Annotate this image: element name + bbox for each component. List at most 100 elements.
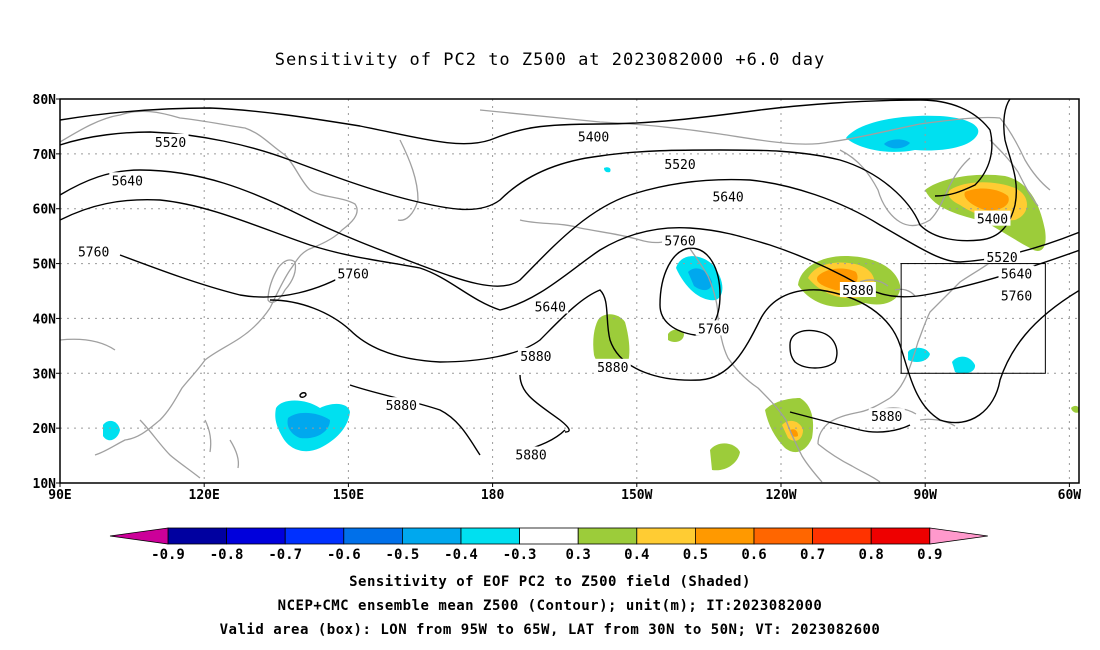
coastline-indochina (60, 338, 201, 479)
contour-label: 5640 (1001, 268, 1032, 283)
contour-5880-tiny (299, 392, 307, 398)
lon-tick-label: 60W (1058, 488, 1082, 503)
contour-5880-southwest (349, 384, 481, 456)
coastline-great-lakes (859, 279, 916, 297)
contour-5880-pacific-trough (519, 374, 570, 433)
colorbar-label: -0.4 (444, 547, 478, 563)
contour-label-bg (335, 265, 372, 281)
colorbar-swatch (636, 527, 696, 545)
contour-label: 5880 (871, 410, 902, 425)
lat-tick-label: 50N (33, 258, 57, 273)
coastline-japan (267, 259, 297, 304)
valid-area-box (900, 263, 1046, 374)
lon-tick-label: 90W (913, 488, 937, 503)
shade-pos-bc-small (668, 329, 684, 342)
coastline-arctic (479, 109, 1001, 145)
contour-label-bg (517, 347, 554, 363)
colorbar-label: -0.9 (151, 547, 185, 563)
contour-label: 5520 (155, 136, 186, 151)
contour-label-bg (839, 282, 876, 297)
caption-valid-area: Valid area (box): LON from 95W to 65W, L… (219, 622, 881, 638)
coastline-central-america (817, 443, 881, 483)
contour-label: 5640 (112, 174, 143, 189)
coastline-labrador (989, 139, 1039, 207)
gridline-layer (60, 99, 1079, 483)
contour-label-bg (75, 243, 112, 259)
contour-5880-gulf-high (789, 329, 838, 369)
contour-label: 5880 (515, 449, 546, 464)
contour-5880 (269, 289, 1079, 424)
contour-label-bg (575, 128, 612, 144)
colorbar-swatch (167, 527, 227, 545)
caption-contour: NCEP+CMC ensemble mean Z500 (Contour); u… (277, 598, 823, 614)
lat-tick-label: 80N (33, 93, 57, 108)
contour-5760-west (119, 254, 351, 298)
contour-label: 5520 (664, 158, 695, 173)
contour-label-bg (662, 232, 699, 248)
contour-label-bg (109, 172, 146, 188)
contour-label: 5640 (712, 191, 743, 206)
colorbar-label: 0.7 (800, 547, 825, 563)
coastline-usa-east (889, 254, 1001, 399)
lon-tick-label: 180 (481, 488, 505, 503)
colorbar-swatch (753, 527, 813, 545)
contour-label: 5640 (535, 300, 566, 315)
contour-label-layer: 5520 5400 5520 5640 5640 5400 5520 5760 5760 5760… (75, 128, 1035, 464)
colorbar-label: -0.8 (210, 547, 244, 563)
coastline-usa-west (717, 317, 823, 483)
colorbar-label: 0.8 (859, 547, 884, 563)
contour-5520 (60, 99, 1018, 242)
colorbar-swatch (343, 527, 403, 545)
lat-tick-label: 40N (33, 312, 57, 327)
colorbar-label: 0.4 (624, 547, 649, 563)
contour-label: 5760 (338, 268, 369, 283)
contour-label: 5880 (520, 350, 551, 365)
contour-label-bg (513, 446, 550, 462)
contour-5400 (60, 99, 993, 197)
coastline-hudson (839, 149, 971, 227)
colorbar-swatch (226, 527, 286, 545)
colorbar-swatch (577, 527, 638, 545)
colorbar-high-arrow (929, 527, 988, 545)
contour-5760 (60, 198, 1079, 311)
plot-frame (59, 98, 1080, 484)
contour-label: 5400 (977, 213, 1008, 228)
colorbar-swatch (401, 527, 462, 545)
contour-label-bg (152, 133, 189, 149)
contour-5640 (60, 169, 1079, 287)
coastline-philippines (204, 419, 240, 469)
lon-tick-label: 120E (189, 488, 220, 503)
colorbar-label: -0.6 (327, 547, 361, 563)
shade-pos-atlantic-tiny (1071, 405, 1079, 413)
shade-neg-wpac-small (103, 420, 120, 441)
colorbar-label: -0.3 (503, 547, 537, 563)
colorbar-label: 0.6 (741, 547, 766, 563)
coastline-greenland (999, 117, 1051, 191)
contour-label-bg (984, 249, 1021, 265)
colorbar: -0.9 -0.8 -0.7 -0.6 -0.5 -0.4 -0.3 0.3 0.4 0.5 0.6… (109, 527, 988, 563)
colorbar-label: 0.5 (683, 547, 708, 563)
colorbar-low-arrow (109, 527, 169, 545)
coastline-alaska (519, 219, 683, 244)
contour-label: 5760 (78, 246, 109, 261)
contour-label: 5880 (842, 284, 873, 299)
contour-label-bg (662, 155, 699, 171)
contour-label-bg (868, 408, 905, 424)
colorbar-swatch (695, 527, 755, 545)
shade-neg-tiny-1 (604, 167, 611, 173)
contour-label-bg (710, 188, 747, 204)
z500-contour-layer (60, 99, 1079, 456)
shade-neg-hudson (846, 115, 979, 152)
lat-tick-label: 60N (33, 203, 57, 218)
contour-label-bg (998, 265, 1035, 281)
contour-label-bg (695, 320, 732, 336)
lat-tick-label: 10N (33, 477, 57, 492)
lon-tick-label: 150E (333, 488, 364, 503)
shade-pos-mexico-small (710, 443, 740, 471)
coastline-asia-north (60, 110, 358, 309)
coastline-asia-east (94, 307, 271, 456)
colorbar-swatch (870, 527, 931, 545)
lon-tick-label: 90E (48, 488, 71, 503)
contour-label: 5760 (698, 322, 729, 337)
contour-label: 5760 (664, 235, 695, 250)
